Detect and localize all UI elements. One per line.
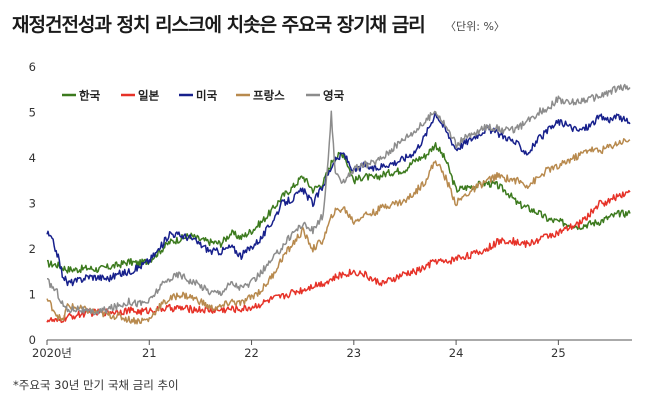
footnote: *주요국 30년 만기 국채 금리 추이	[13, 378, 179, 392]
x-tick-label: 21	[142, 346, 157, 360]
y-tick-label: 3	[29, 197, 36, 211]
series-lines	[46, 83, 631, 325]
legend-label-0: 한국	[79, 89, 101, 103]
legend-label-2: 미국	[196, 89, 218, 103]
x-tick-label: 2020년	[32, 346, 72, 360]
y-tick-label: 1	[29, 288, 36, 302]
series-line-1	[46, 189, 631, 324]
legend-label-1: 일본	[138, 89, 160, 103]
unit-label: 〈단위: %〉	[445, 20, 505, 33]
y-tick-label: 6	[29, 60, 36, 74]
legend-label-4: 영국	[323, 89, 345, 103]
series-line-4	[47, 83, 631, 316]
series-line-3	[46, 138, 631, 325]
series-line-0	[46, 142, 631, 274]
x-tick-label: 22	[244, 346, 259, 360]
series-line-2	[46, 111, 631, 287]
legend: 한국 일본 미국 프랑스 영국	[62, 89, 345, 103]
x-tick-label: 25	[551, 346, 566, 360]
x-tick-label: 23	[346, 346, 361, 360]
y-tick-label: 0	[29, 333, 36, 347]
y-tick-label: 2	[29, 242, 36, 256]
legend-label-3: 프랑스	[253, 89, 285, 103]
y-tick-label: 5	[29, 106, 36, 120]
y-tick-label: 4	[29, 151, 36, 165]
chart-title: 재정건전성과 정치 리스크에 치솟은 주요국 장기채 금리	[12, 14, 426, 36]
x-tick-label: 24	[449, 346, 464, 360]
